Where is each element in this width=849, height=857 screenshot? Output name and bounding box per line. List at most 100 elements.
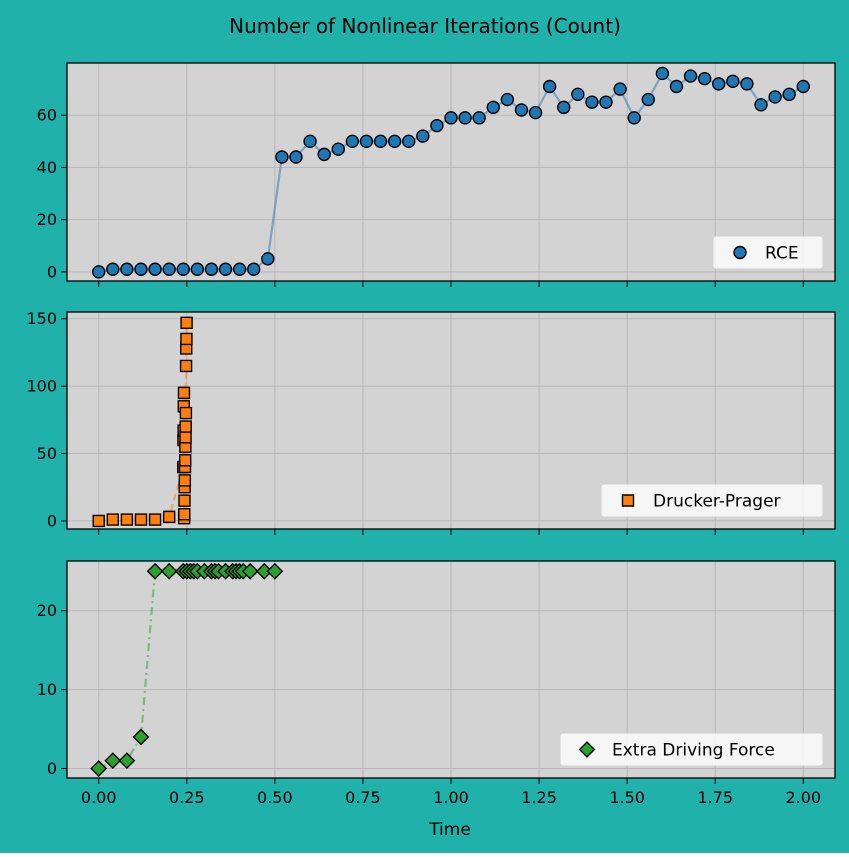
x-tick-label: 0.75 <box>345 788 381 807</box>
y-tick-label: 40 <box>37 158 57 177</box>
data-point <box>669 79 684 94</box>
data-point <box>303 134 317 149</box>
data-point <box>178 494 191 507</box>
y-tick-label: 0 <box>47 759 57 778</box>
data-point <box>218 262 233 276</box>
data-point <box>120 513 134 526</box>
panel-2: 0 50 100 150 Drucker-Prager <box>26 309 836 535</box>
y-tick-label: 150 <box>26 309 57 328</box>
x-tick-label: 2.00 <box>785 788 821 807</box>
data-point <box>179 359 193 373</box>
x-axis-label: Time <box>428 820 471 840</box>
data-point <box>740 77 754 91</box>
data-point <box>180 332 193 346</box>
x-tick-label: 0.25 <box>169 788 205 807</box>
data-point <box>92 514 105 528</box>
data-point <box>247 262 261 276</box>
axes-frame <box>66 311 836 530</box>
x-tick-label: 1.75 <box>697 788 733 807</box>
data-point <box>204 262 219 276</box>
data-point <box>92 265 106 279</box>
x-tick-label: 0.50 <box>257 788 293 807</box>
legend-marker <box>578 741 596 758</box>
data-point <box>180 316 193 329</box>
data-point <box>106 513 119 526</box>
data-point <box>146 562 164 580</box>
y-tick-label: 20 <box>37 210 57 229</box>
data-point <box>190 262 205 276</box>
data-point <box>726 74 740 88</box>
data-point <box>178 454 192 467</box>
data-point <box>90 760 108 777</box>
x-tick-label: 1.00 <box>433 788 469 807</box>
data-point <box>261 252 275 266</box>
data-point <box>768 90 782 104</box>
panel-1: 0 20 40 60 RCE <box>37 62 836 287</box>
axes-frame <box>66 560 836 779</box>
data-point <box>178 474 192 487</box>
data-point <box>179 431 192 444</box>
data-point <box>641 92 655 107</box>
data-point <box>557 100 571 115</box>
legend-marker <box>621 494 635 507</box>
data-point <box>345 134 360 149</box>
data-point <box>148 513 162 526</box>
data-point <box>528 105 543 120</box>
data-point <box>697 71 712 86</box>
legend-label: Drucker-Prager <box>653 492 781 512</box>
data-point <box>178 507 191 521</box>
data-point <box>486 100 500 115</box>
x-tick-label: 0.00 <box>81 788 117 807</box>
data-point <box>359 134 374 149</box>
data-point <box>444 111 458 125</box>
data-point <box>266 562 284 580</box>
data-point <box>655 66 670 81</box>
legend: Drucker-Prager <box>600 483 824 518</box>
data-point <box>627 111 641 125</box>
legend-marker <box>733 245 747 260</box>
data-point <box>754 98 768 112</box>
data-point <box>120 262 134 276</box>
data-point <box>712 77 726 91</box>
legend: Extra Driving Force <box>559 732 824 767</box>
data-point <box>118 752 136 770</box>
legend-box <box>559 732 824 767</box>
axes-frame <box>66 62 836 282</box>
x-tick-label: 1.25 <box>521 788 557 807</box>
data-point <box>387 134 402 149</box>
data-point <box>458 111 472 125</box>
data-point <box>500 92 515 107</box>
y-tick-label: 20 <box>37 601 57 620</box>
legend: RCE <box>712 235 824 270</box>
figure-title: Number of Nonlinear Iterations (Count) <box>229 14 621 38</box>
legend-box <box>600 483 824 518</box>
legend-label: Extra Driving Force <box>612 741 775 761</box>
data-point <box>613 82 627 96</box>
data-point <box>106 262 120 276</box>
y-tick-label: 60 <box>37 106 57 125</box>
data-point <box>331 142 345 156</box>
data-point <box>472 111 486 125</box>
data-point <box>585 95 599 109</box>
data-point <box>104 752 122 770</box>
data-point <box>162 510 176 524</box>
data-point <box>177 386 191 400</box>
data-point <box>571 87 585 102</box>
data-point <box>289 150 303 164</box>
data-point <box>542 79 557 94</box>
data-point <box>132 728 150 746</box>
data-point <box>134 262 148 276</box>
data-point <box>796 79 810 94</box>
data-point <box>179 420 192 433</box>
data-point <box>416 129 430 143</box>
data-point <box>782 87 796 102</box>
data-point <box>241 562 259 580</box>
data-point <box>683 69 698 83</box>
data-point <box>275 150 289 164</box>
y-tick-label: 10 <box>37 680 57 699</box>
data-point <box>148 262 162 276</box>
legend-label: RCE <box>765 244 799 264</box>
x-tick-label: 1.50 <box>609 788 645 807</box>
